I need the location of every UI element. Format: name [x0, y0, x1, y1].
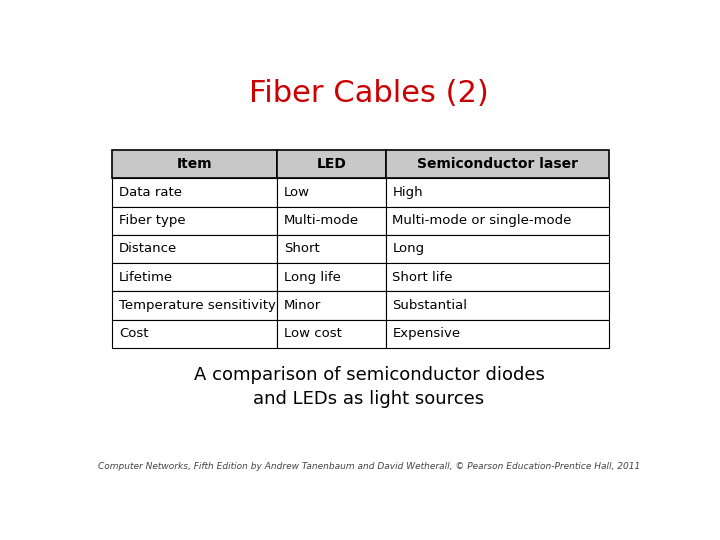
Text: Minor: Minor: [284, 299, 321, 312]
Text: Distance: Distance: [119, 242, 177, 255]
Bar: [386, 178, 609, 207]
Bar: [277, 292, 386, 320]
Bar: [386, 235, 609, 263]
Text: High: High: [392, 186, 423, 199]
Text: Short life: Short life: [392, 271, 453, 284]
Text: Substantial: Substantial: [392, 299, 467, 312]
Bar: [277, 235, 386, 263]
Bar: [112, 292, 277, 320]
Text: Item: Item: [177, 157, 212, 171]
Text: Fiber Cables (2): Fiber Cables (2): [249, 79, 489, 109]
Text: Long: Long: [392, 242, 425, 255]
Text: LED: LED: [316, 157, 346, 171]
Bar: [386, 207, 609, 235]
Bar: [112, 178, 277, 207]
Text: Computer Networks, Fifth Edition by Andrew Tanenbaum and David Wetherall, © Pear: Computer Networks, Fifth Edition by Andr…: [98, 462, 640, 470]
Bar: [112, 207, 277, 235]
Text: A comparison of semiconductor diodes
and LEDs as light sources: A comparison of semiconductor diodes and…: [194, 366, 544, 408]
Text: Short: Short: [284, 242, 320, 255]
Bar: [112, 320, 277, 348]
Bar: [386, 320, 609, 348]
Bar: [386, 150, 609, 178]
Bar: [386, 292, 609, 320]
Text: Low: Low: [284, 186, 310, 199]
Text: Fiber type: Fiber type: [119, 214, 186, 227]
Bar: [112, 150, 277, 178]
Bar: [112, 263, 277, 292]
Text: Lifetime: Lifetime: [119, 271, 173, 284]
Bar: [112, 235, 277, 263]
Text: Semiconductor laser: Semiconductor laser: [417, 157, 578, 171]
Bar: [277, 178, 386, 207]
Text: Long life: Long life: [284, 271, 341, 284]
Text: Data rate: Data rate: [119, 186, 182, 199]
Text: Cost: Cost: [119, 327, 148, 340]
Text: Low cost: Low cost: [284, 327, 341, 340]
Bar: [277, 263, 386, 292]
Bar: [277, 320, 386, 348]
Bar: [386, 263, 609, 292]
Text: Multi-mode or single-mode: Multi-mode or single-mode: [392, 214, 572, 227]
Bar: [277, 207, 386, 235]
Bar: [277, 150, 386, 178]
Text: Temperature sensitivity: Temperature sensitivity: [119, 299, 276, 312]
Text: Expensive: Expensive: [392, 327, 461, 340]
Text: Multi-mode: Multi-mode: [284, 214, 359, 227]
